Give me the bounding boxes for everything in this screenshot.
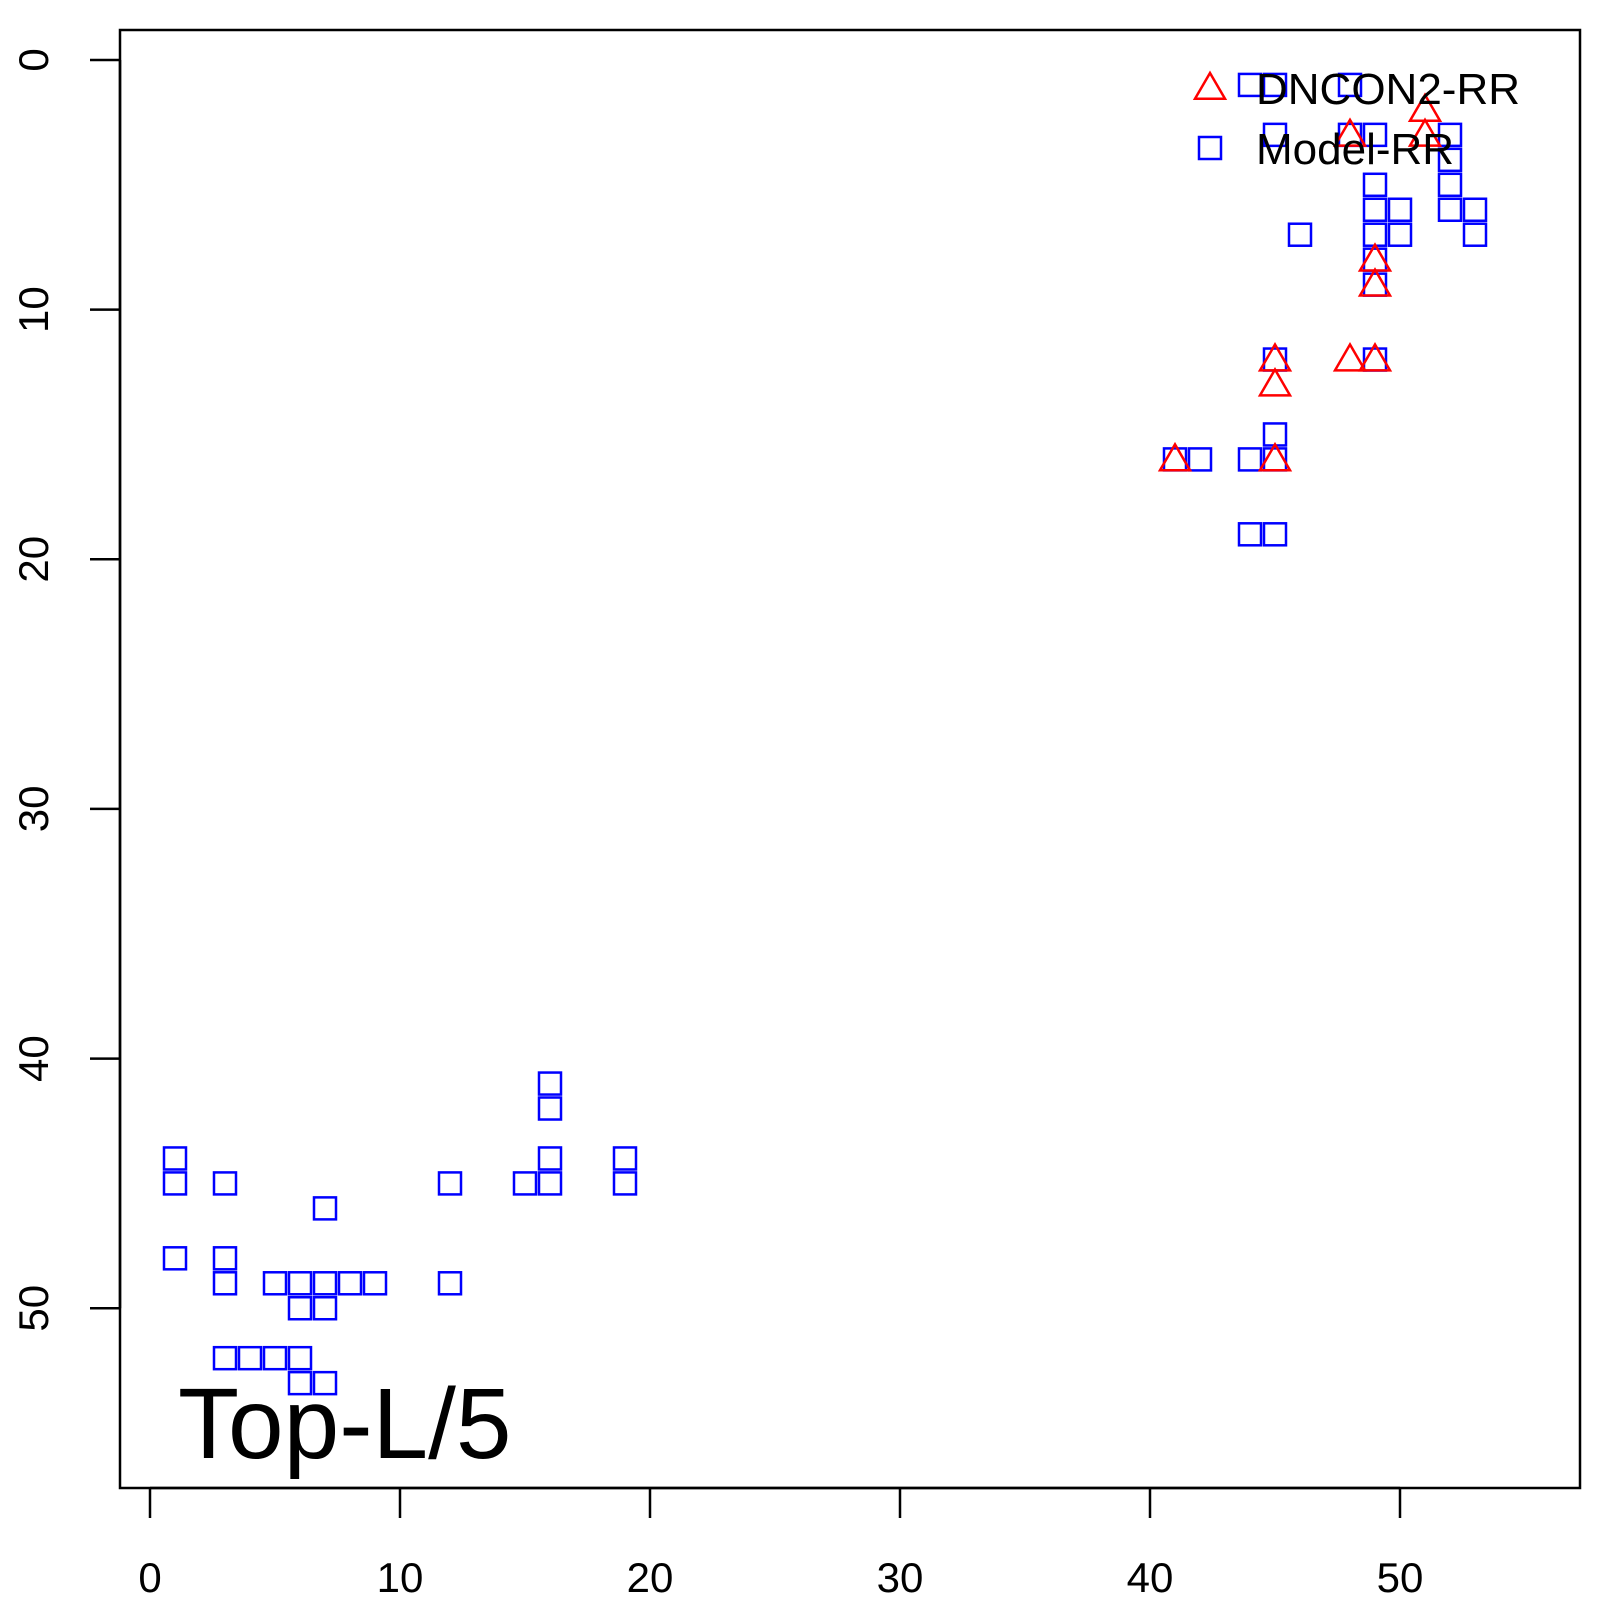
model-rr-point: [537, 1146, 563, 1171]
model-rr-point: [287, 1345, 313, 1371]
model-rr-point: [1287, 222, 1313, 247]
legend-triangle-marker: [1192, 70, 1228, 101]
model-rr-point: [312, 1196, 338, 1221]
y-axis: 0 10 20 30 40 50: [10, 48, 122, 1332]
model-rr-point: [1237, 72, 1263, 98]
x-tick-label: 30: [877, 1554, 924, 1600]
x-tick-label: 0: [138, 1554, 161, 1600]
x-tick-label: 20: [627, 1554, 674, 1600]
x-tick-label: 10: [377, 1554, 424, 1600]
model-rr-point: [212, 1271, 238, 1296]
model-rr-point: [1437, 197, 1463, 223]
y-tick-label: 30: [10, 786, 57, 833]
legend-label: Model-RR: [1256, 125, 1454, 174]
model-rr-point: [1262, 122, 1288, 148]
model-rr-point: [287, 1271, 313, 1296]
legend-square-marker: [1197, 135, 1223, 161]
dncon2-rr-point: [1407, 117, 1443, 147]
dncon2-rr-point: [1357, 342, 1393, 372]
model-rr-point: [237, 1345, 263, 1371]
model-rr-point: [437, 1271, 463, 1296]
model-rr-point: [1437, 122, 1463, 148]
model-rr-point: [537, 1171, 563, 1196]
y-tick-label: 50: [10, 1285, 57, 1332]
model-rr-point: [437, 1171, 463, 1196]
data-points: [162, 72, 1488, 1396]
model-rr-point: [362, 1271, 388, 1296]
model-rr-point: [1362, 172, 1388, 198]
dncon2-rr-point: [1157, 441, 1193, 472]
model-rr-point: [287, 1370, 313, 1396]
model-rr-point: [262, 1271, 288, 1296]
model-rr-point: [1362, 197, 1388, 223]
model-rr-point: [312, 1370, 338, 1396]
model-rr-point: [1262, 72, 1288, 98]
dncon2-rr-point: [1332, 342, 1368, 372]
model-rr-point: [1337, 72, 1363, 98]
plot-annotation: Top-L/5: [178, 1368, 512, 1480]
model-rr-point: [262, 1345, 288, 1371]
model-rr-point: [337, 1271, 363, 1296]
plot-frame: [118, 28, 1582, 1490]
series-dncon2-rr: [1157, 92, 1443, 472]
legend-label: DNCON2-RR: [1256, 65, 1520, 114]
x-tick-label: 40: [1127, 1554, 1174, 1600]
model-rr-point: [1237, 522, 1263, 547]
model-rr-point: [1462, 197, 1488, 223]
dncon2-rr-point: [1357, 267, 1393, 297]
dncon2-rr-point: [1257, 367, 1293, 397]
model-rr-point: [212, 1171, 238, 1196]
y-tick-label: 20: [10, 536, 57, 583]
model-rr-point: [537, 1071, 563, 1096]
x-tick-label: 50: [1377, 1554, 1424, 1600]
model-rr-point: [1462, 222, 1488, 247]
model-rr-point: [1387, 222, 1413, 247]
model-rr-point: [512, 1171, 538, 1196]
model-rr-point: [1237, 447, 1263, 472]
y-tick-label: 0: [10, 48, 57, 71]
model-rr-point: [162, 1171, 188, 1196]
dncon2-rr-point: [1332, 117, 1368, 147]
legend: DNCON2-RR Model-RR: [1192, 65, 1520, 174]
model-rr-point: [287, 1295, 313, 1321]
y-tick-label: 40: [10, 1035, 57, 1082]
model-rr-point: [312, 1295, 338, 1321]
model-rr-point: [1437, 147, 1463, 173]
model-rr-point: [312, 1271, 338, 1296]
model-rr-point: [1437, 172, 1463, 198]
model-rr-point: [1262, 522, 1288, 547]
model-rr-point: [612, 1146, 638, 1171]
model-rr-point: [1362, 122, 1388, 148]
y-tick-label: 10: [10, 286, 57, 333]
model-rr-point: [212, 1345, 238, 1371]
model-rr-point: [162, 1146, 188, 1171]
model-rr-point: [162, 1246, 188, 1271]
model-rr-point: [612, 1171, 638, 1196]
dncon2-rr-point: [1257, 441, 1293, 472]
x-axis: 0 10 20 30 40 50: [138, 1486, 1424, 1600]
series-model-rr: [162, 72, 1488, 1396]
model-rr-point: [537, 1096, 563, 1121]
model-rr-point: [1387, 197, 1413, 223]
model-rr-point: [1187, 447, 1213, 472]
model-rr-point: [212, 1246, 238, 1271]
